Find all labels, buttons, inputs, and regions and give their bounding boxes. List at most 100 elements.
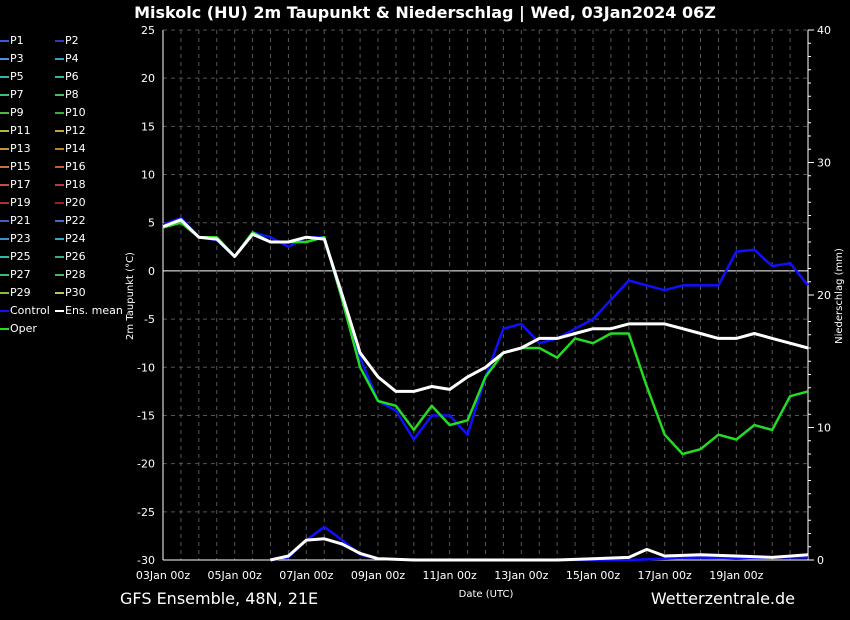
legend-item: P18 [55,178,86,191]
y-tick-label-left: -10 [137,361,155,374]
legend-item: P21 [0,214,31,227]
legend-swatch [0,292,9,294]
y-tick-label-left: 25 [141,24,155,37]
legend-item: P22 [55,214,86,227]
legend-item: P14 [55,142,86,155]
x-tick-label: 15Jan 00z [566,569,620,582]
legend-item: P16 [55,160,86,173]
legend-label: P23 [10,232,31,245]
legend-label: P22 [65,214,86,227]
legend-item: Oper [0,322,37,335]
chart-series [162,216,809,562]
legend-swatch [0,274,9,276]
legend-swatch [0,238,9,240]
legend-item: P7 [0,88,24,101]
legend-label: P21 [10,214,31,227]
legend-item: Ens. mean [55,304,123,317]
legend-label: P6 [65,70,79,83]
legend-item: P4 [55,52,79,65]
legend-swatch [0,328,9,330]
series-line [270,537,809,562]
legend-label: P25 [10,250,31,263]
legend-item: P12 [55,124,86,137]
legend-swatch [0,166,9,168]
legend-item: P15 [0,160,31,173]
legend-swatch [0,94,9,96]
legend-label: P28 [65,268,86,281]
legend-swatch [55,220,64,222]
legend-label: P24 [65,232,86,245]
legend-swatch [0,220,9,222]
chart-ticks: 25 20 15 10 5 0 -5 -10 -15 -20 -25 -30 40 30 20 10 0 03Ja… [136,24,831,582]
legend-label: P19 [10,196,31,209]
legend-item: P26 [55,250,86,263]
footer-source-label: Wetterzentrale.de [650,589,795,608]
legend-label: P5 [10,70,24,83]
legend-item: P29 [0,286,31,299]
legend-label: P10 [65,106,86,119]
legend-item: P27 [0,268,31,281]
legend-item: P3 [0,52,24,65]
legend-label: Control [10,304,50,317]
y-tick-label-left: -25 [137,506,155,519]
legend-item: P23 [0,232,31,245]
legend-swatch [55,310,64,312]
legend-item: P17 [0,178,31,191]
legend-swatch [0,256,9,258]
legend-item: Control [0,304,50,317]
y-tick-label-left: -30 [137,554,155,567]
legend-label: P27 [10,268,31,281]
legend-label: P14 [65,142,86,155]
y-tick-label-right: 0 [817,554,824,567]
legend-swatch [55,76,64,78]
legend-swatch [55,166,64,168]
y-tick-label-left: 0 [148,265,155,278]
legend-label: P15 [10,160,31,173]
legend-label: P12 [65,124,86,137]
legend-item: P10 [55,106,86,119]
legend-swatch [55,58,64,60]
y-tick-label-right: 10 [817,422,831,435]
legend-label: P9 [10,106,24,119]
legend-item: P6 [55,70,79,83]
legend-item: P19 [0,196,31,209]
legend-label: P3 [10,52,24,65]
x-tick-label: 13Jan 00z [494,569,548,582]
y-tick-label-left: 5 [148,217,155,230]
legend-label: P4 [65,52,79,65]
legend-item: P9 [0,106,24,119]
legend-item: P8 [55,88,79,101]
legend-label: P18 [65,178,86,191]
y-tick-label-right: 30 [817,157,831,170]
legend-label: P17 [10,178,31,191]
legend-swatch [0,184,9,186]
legend-label: P16 [65,160,86,173]
x-tick-label: 05Jan 00z [208,569,262,582]
legend-label: P29 [10,286,31,299]
y-tick-label-left: 20 [141,72,155,85]
chart-title: Miskolc (HU) 2m Taupunkt & Niederschlag … [134,3,716,22]
legend-label: P8 [65,88,79,101]
chart-grid [163,29,808,560]
legend-swatch [55,148,64,150]
legend-label: P26 [65,250,86,263]
legend-swatch [0,310,9,312]
y-tick-label-right: 20 [817,289,831,302]
legend-swatch [0,148,9,150]
legend-item: P1 [0,34,24,47]
x-tick-label: 03Jan 00z [136,569,190,582]
legend-label: P13 [10,142,31,155]
legend-item: P25 [0,250,31,263]
y-axis-label-left: 2m Taupunkt (°C) [125,252,136,340]
legend-swatch [55,238,64,240]
legend-swatch [55,112,64,114]
legend-label: P7 [10,88,24,101]
y-tick-label-left: 10 [141,169,155,182]
legend-label: Oper [10,322,37,335]
y-tick-label-left: 15 [141,120,155,133]
x-tick-label: 09Jan 00z [351,569,405,582]
legend-swatch [55,94,64,96]
legend-item: P24 [55,232,86,245]
legend-label: Ens. mean [65,304,123,317]
